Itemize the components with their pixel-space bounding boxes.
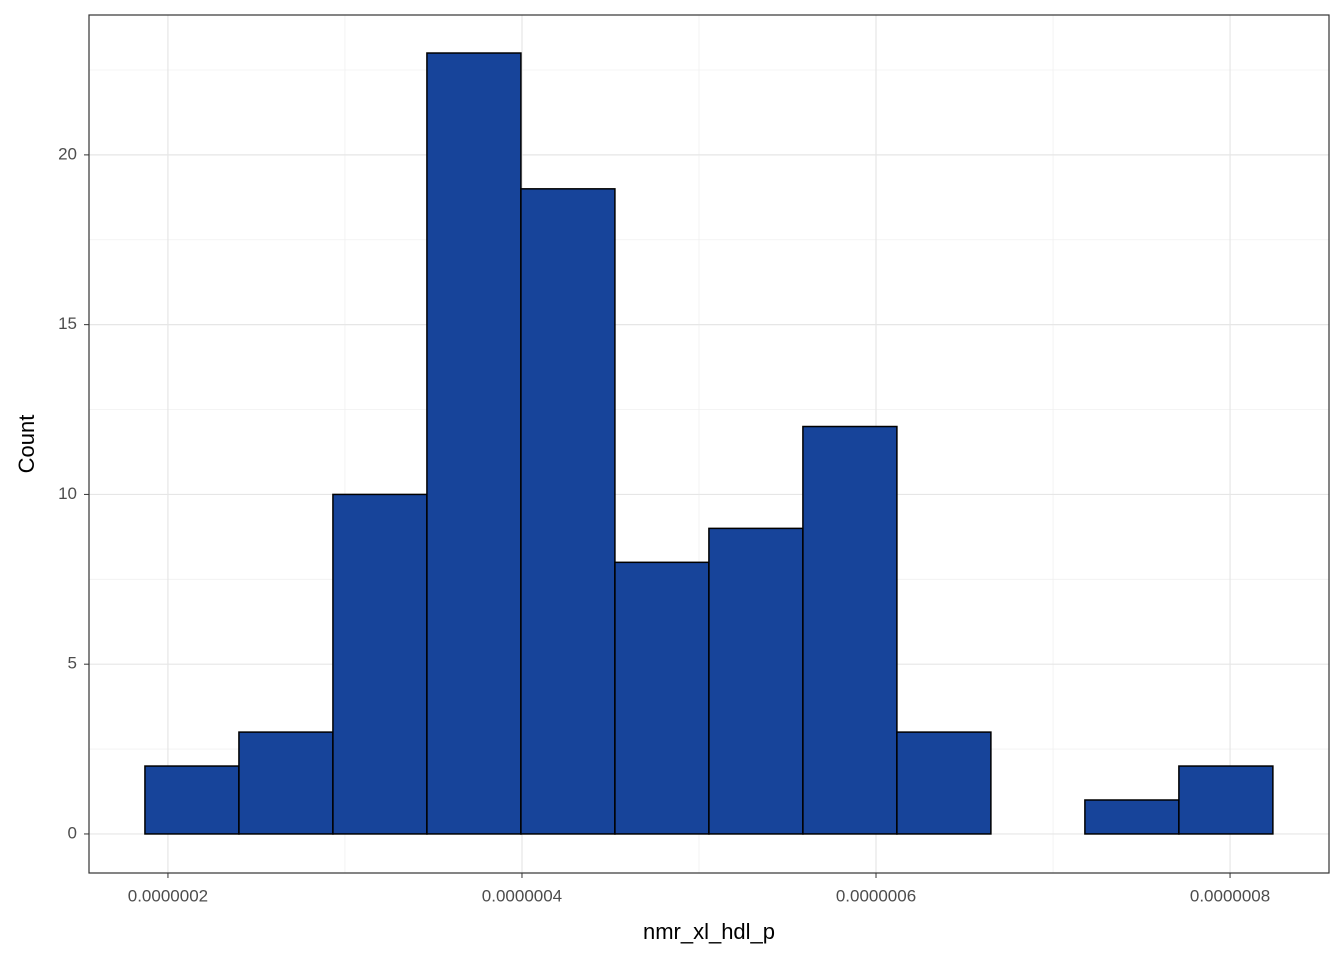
x-tick-label: 0.0000002 [128,886,208,905]
bar [332,493,428,835]
y-tick-label: 20 [58,144,77,163]
x-axis-title: nmr_xl_hdl_p [643,919,775,944]
bar [426,52,522,835]
bar [614,561,710,835]
y-axis-title: Count [14,415,39,474]
x-tick-label: 0.0000004 [482,886,562,905]
bar [896,731,992,835]
y-tick-label: 0 [68,823,77,842]
y-tick-label: 10 [58,484,77,503]
y-tick-label: 5 [68,654,77,673]
bar [520,188,616,835]
x-tick-label: 0.0000006 [836,886,916,905]
panel-border [88,14,1330,874]
bar [802,425,898,835]
bar [1084,799,1180,835]
x-tick-label: 0.0000008 [1190,886,1270,905]
bar [238,731,334,835]
bar [1178,765,1274,835]
y-tick-label: 15 [58,314,77,333]
bars [144,52,1274,835]
bar [144,765,240,835]
bar [708,527,804,835]
